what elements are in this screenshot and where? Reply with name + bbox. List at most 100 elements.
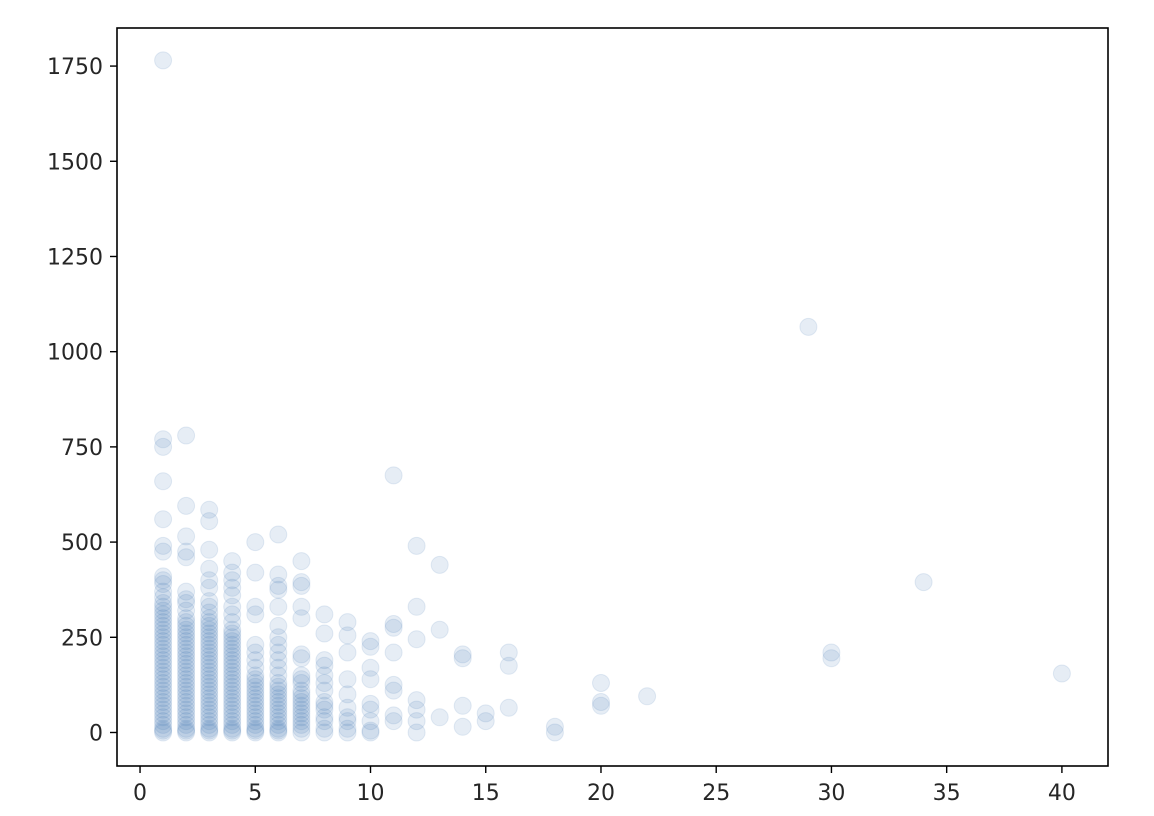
scatter-point xyxy=(499,643,518,662)
scatter-point xyxy=(223,624,242,643)
scatter-point xyxy=(315,719,334,738)
scatter-point xyxy=(223,563,242,582)
scatter-point xyxy=(200,700,219,719)
scatter-point xyxy=(223,704,242,723)
scatter-point xyxy=(223,632,242,651)
scatter-point xyxy=(269,693,288,711)
scatter-point xyxy=(154,632,173,651)
scatter-point xyxy=(315,624,334,643)
scatter-point xyxy=(154,658,173,677)
scatter-point xyxy=(269,677,288,696)
scatter-point xyxy=(407,630,426,649)
scatter-point xyxy=(384,466,403,485)
scatter-point xyxy=(154,510,173,529)
scatter-point xyxy=(246,689,265,708)
scatter-point xyxy=(453,645,472,664)
scatter-point xyxy=(154,723,173,742)
scatter-point xyxy=(246,719,265,738)
scatter-point xyxy=(269,576,288,595)
scatter-point xyxy=(269,685,288,704)
scatter-point xyxy=(154,582,173,601)
scatter-point xyxy=(177,620,196,639)
scatter-point xyxy=(269,700,288,719)
scatter-point xyxy=(384,675,403,694)
scatter-point xyxy=(338,719,357,738)
x-tick-label: 40 xyxy=(1048,781,1076,806)
scatter-point xyxy=(292,576,311,595)
scatter-point xyxy=(269,616,288,635)
scatter-point xyxy=(361,658,380,677)
scatter-point xyxy=(269,721,288,740)
scatter-point xyxy=(292,719,311,738)
scatter-point xyxy=(177,654,196,673)
scatter-point xyxy=(154,430,173,449)
x-tick-label: 20 xyxy=(587,781,615,806)
scatter-point xyxy=(338,670,357,689)
scatter-point xyxy=(154,472,173,491)
scatter-point xyxy=(338,685,357,704)
scatter-point xyxy=(361,723,380,742)
scatter-point xyxy=(154,437,173,456)
scatter-point xyxy=(177,721,196,740)
scatter-point xyxy=(315,708,334,727)
scatter-point xyxy=(246,721,265,740)
scatter-point xyxy=(292,700,311,719)
scatter-point xyxy=(453,649,472,668)
scatter-point xyxy=(223,586,242,605)
scatter-point xyxy=(315,651,334,670)
scatter-point xyxy=(338,613,357,632)
scatter-point xyxy=(269,597,288,616)
scatter-point xyxy=(223,689,242,708)
scatter-point xyxy=(154,594,173,612)
scatter-point xyxy=(246,696,265,715)
scatter-point xyxy=(223,670,242,689)
scatter-point xyxy=(200,658,219,677)
scatter-point xyxy=(338,643,357,662)
scatter-point xyxy=(499,656,518,675)
scatter-point xyxy=(154,639,173,658)
scatter-point xyxy=(246,681,265,700)
scatter-point xyxy=(292,552,311,571)
scatter-point xyxy=(361,637,380,656)
scatter-point xyxy=(292,712,311,731)
scatter-point xyxy=(223,597,242,616)
x-tick-label: 35 xyxy=(933,781,961,806)
scatter-point xyxy=(154,666,173,685)
scatter-point xyxy=(154,571,173,590)
scatter-point xyxy=(223,723,242,742)
scatter-point xyxy=(154,575,173,593)
scatter-point xyxy=(177,426,196,445)
scatter-point xyxy=(246,712,265,731)
scatter-point xyxy=(269,635,288,654)
scatter-point xyxy=(223,651,242,670)
scatter-point xyxy=(154,635,173,654)
x-tick-label: 15 xyxy=(472,781,500,806)
scatter-point xyxy=(154,588,173,607)
scatter-point xyxy=(200,674,219,692)
scatter-point xyxy=(269,628,288,647)
scatter-point xyxy=(200,559,219,578)
scatter-point xyxy=(269,658,288,677)
scatter-point xyxy=(223,674,242,692)
scatter-point xyxy=(246,670,265,689)
scatter-point xyxy=(154,51,173,70)
scatter-point xyxy=(338,723,357,742)
scatter-point xyxy=(177,624,196,643)
scatter-point xyxy=(200,512,219,531)
scatter-point xyxy=(200,719,219,738)
scatter-point xyxy=(315,681,334,700)
scatter-point xyxy=(154,643,173,662)
scatter-point xyxy=(223,693,242,711)
scatter-point xyxy=(246,651,265,670)
scatter-point xyxy=(200,578,219,597)
y-tick-label: 250 xyxy=(61,626,103,651)
scatter-point xyxy=(177,643,196,662)
y-tick-label: 750 xyxy=(61,436,103,461)
scatter-point xyxy=(177,635,196,654)
scatter-point xyxy=(154,721,173,740)
scatter-point xyxy=(177,662,196,681)
scatter-point xyxy=(592,693,610,711)
scatter-point xyxy=(177,685,196,704)
scatter-point xyxy=(407,712,426,731)
